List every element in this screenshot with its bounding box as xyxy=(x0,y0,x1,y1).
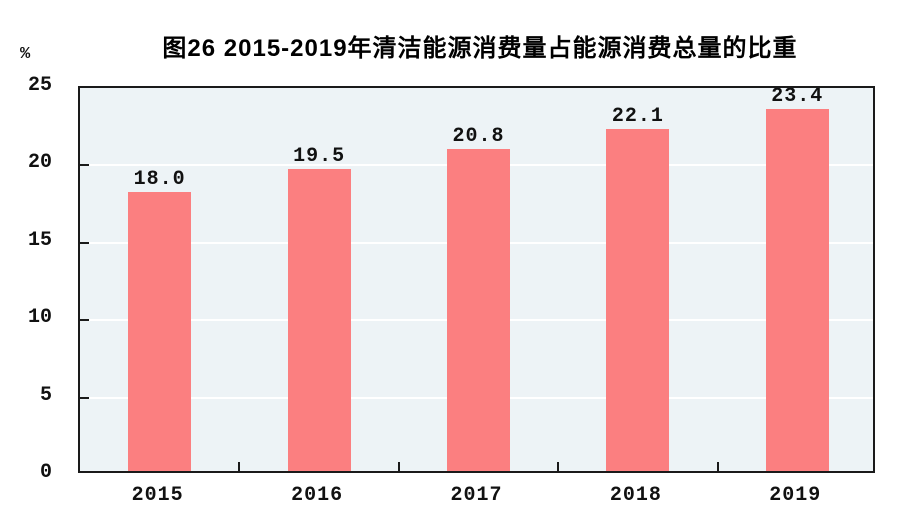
bar-value-label: 18.0 xyxy=(133,168,186,192)
x-axis-tick xyxy=(716,462,719,471)
bar xyxy=(765,108,829,471)
y-axis-tick xyxy=(80,319,89,322)
x-axis-tick-label: 2017 xyxy=(450,484,503,507)
y-axis-unit-label: % xyxy=(20,45,31,64)
plot-area: 18.0 19.5 20.8 22.1 23.4 xyxy=(78,86,875,473)
x-axis-tick xyxy=(238,462,241,471)
y-axis-tick xyxy=(80,396,89,399)
bar xyxy=(128,192,192,471)
bar-value-label: 20.8 xyxy=(452,125,505,149)
bar xyxy=(287,169,351,471)
y-axis-tick-label: 25 xyxy=(27,74,52,97)
y-axis-tick-label: 5 xyxy=(39,383,52,407)
y-axis-tick xyxy=(80,164,89,167)
bar xyxy=(447,149,510,471)
y-axis-tick-label: 15 xyxy=(27,228,52,252)
y-axis-tick xyxy=(80,241,89,244)
bar-value-label: 22.1 xyxy=(611,104,664,128)
chart-title: 图26 2015-2019年清洁能源消费量占能源消费总量的比重 xyxy=(162,35,798,62)
bar xyxy=(606,128,670,471)
x-axis-tick xyxy=(557,462,560,471)
x-axis-tick-label: 2016 xyxy=(291,484,344,507)
bar-value-label: 23.4 xyxy=(771,86,824,108)
bar-value-label: 19.5 xyxy=(293,145,346,169)
y-axis-tick-label: 10 xyxy=(27,306,52,330)
y-axis-tick-label: 0 xyxy=(39,461,52,484)
x-axis-tick xyxy=(397,462,400,471)
x-axis-tick-label: 2018 xyxy=(609,484,662,507)
x-axis-tick-label: 2015 xyxy=(131,484,184,507)
y-axis-tick-label: 20 xyxy=(27,151,52,175)
x-axis-tick-label: 2019 xyxy=(769,484,822,507)
